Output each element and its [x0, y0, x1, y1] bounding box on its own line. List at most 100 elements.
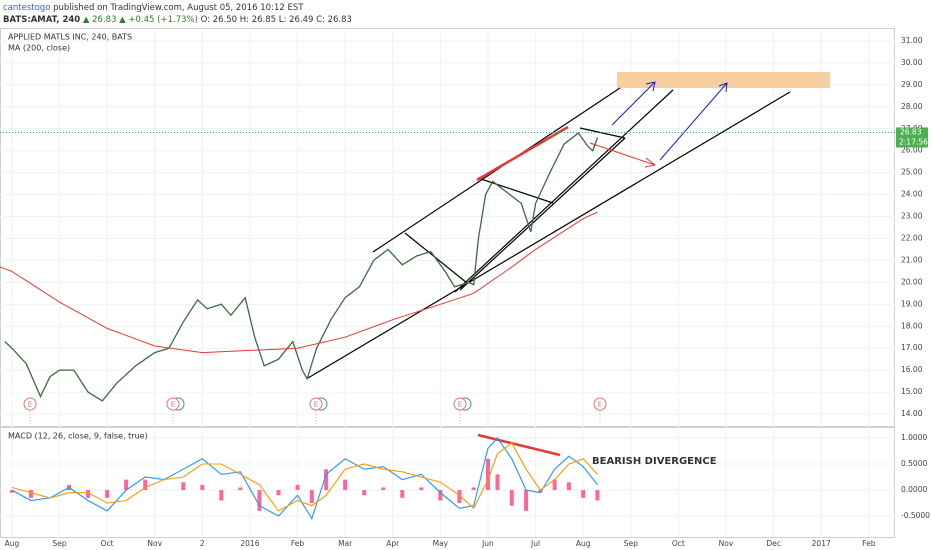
x-tick-label: 2017: [812, 539, 831, 548]
histogram-bar: [595, 490, 600, 501]
x-tick-label: Apr: [386, 539, 400, 548]
y-tick-label: 1.0000: [901, 433, 927, 442]
histogram-bar: [200, 484, 205, 491]
macd-panel-frame: [0, 427, 895, 538]
macd-title: MACD (12, 26, close, 9, false, true): [8, 432, 148, 441]
histogram-bar: [105, 490, 110, 498]
x-tick-label: Aug: [576, 539, 591, 548]
histogram-bar: [257, 490, 262, 511]
x-tick-label: Mar: [338, 539, 353, 548]
trend-line: [477, 177, 554, 204]
x-tick-label: Feb: [291, 539, 305, 548]
histogram-bar: [524, 490, 529, 511]
trend-line: [454, 89, 674, 293]
chart-title: APPLIED MATLS INC, 240, BATS: [8, 33, 132, 42]
y-tick-label: 28.00: [901, 102, 923, 111]
published: published on TradingView.com, August 05,…: [53, 3, 304, 13]
y-tick-label: 29.00: [901, 80, 923, 89]
histogram-bar: [538, 490, 543, 493]
event-marker: [309, 397, 323, 411]
countdown-box: [896, 137, 928, 148]
event-marker: [23, 397, 37, 411]
histogram-bar: [124, 479, 129, 491]
x-tick-label: May: [433, 539, 449, 548]
chart-subtitle: MA (200, close): [8, 44, 70, 53]
author: cantestogo: [3, 3, 50, 13]
x-tick-label: Aug: [5, 539, 20, 548]
histogram-bar: [471, 487, 476, 491]
target-zone: [617, 72, 830, 88]
y-tick-label: 30.00: [901, 58, 923, 67]
y-tick-label: 20.00: [901, 277, 923, 286]
series-line: [0, 211, 598, 354]
y-tick-label: 31.00: [901, 36, 923, 45]
y-tick-label: 16.00: [901, 365, 923, 374]
y-tick-label: 15.00: [901, 387, 923, 396]
trend-line: [307, 91, 791, 379]
arrows: [589, 81, 728, 168]
header-line-1: cantestogo published on TradingView.com,…: [3, 3, 304, 13]
macd-divergence-line: [477, 433, 561, 457]
header-line-2: BATS:AMAT, 240 ▲ 26.83 ▲ +0.45 (+1.73%) …: [3, 15, 352, 25]
ohlc: O: 26.50 H: 26.85 L: 26.49 C: 26.83: [201, 15, 352, 25]
histogram-bar: [400, 490, 405, 498]
histogram-bar: [309, 490, 314, 504]
x-tick-label: Nov: [147, 539, 162, 548]
macd-line: [11, 437, 598, 521]
plot: 14.0015.0016.0017.0018.0019.0020.0021.00…: [0, 33, 930, 548]
event-label: E: [314, 401, 318, 409]
y-tick-label: 14.00: [901, 409, 923, 418]
histogram-bar: [362, 490, 367, 496]
x-tick-label: Jul: [530, 539, 540, 548]
y-tick-label: 25.00: [901, 168, 923, 177]
y-tick-label: 17.00: [901, 343, 923, 352]
histogram-bar: [86, 490, 91, 498]
annotation: BEARISH DIVERGENCE: [592, 456, 717, 467]
quote: ▲ 26.83 ▲ +0.45 (+1.73%): [83, 15, 198, 25]
event-label: E: [458, 401, 462, 409]
histogram-bar: [509, 490, 514, 506]
arrow: [611, 81, 656, 126]
symbol: BATS:AMAT, 240: [3, 15, 80, 25]
arrow: [659, 82, 728, 161]
y-tick-label: 22.00: [901, 233, 923, 242]
y-tick-label: 26.00: [901, 146, 923, 155]
event-marker: [453, 397, 467, 411]
event-marker: [166, 397, 180, 411]
x-tick-label: 2: [200, 539, 205, 548]
histogram-bar: [566, 482, 571, 491]
x-tick-label: Dec: [766, 539, 781, 548]
x-tick-label: 2016: [240, 539, 259, 548]
histogram-bar: [581, 490, 586, 498]
y-tick-label: 23.00: [901, 212, 923, 221]
histogram-bar: [457, 490, 462, 504]
grid: [0, 30, 895, 537]
histogram-bar: [485, 458, 490, 491]
histogram-bar: [438, 490, 443, 501]
histogram-bar: [219, 490, 224, 501]
y-tick-label: 0.0000: [901, 485, 927, 494]
event-marker: [593, 397, 607, 411]
x-tick-label: Feb: [862, 539, 876, 548]
histogram-bar: [9, 490, 14, 493]
histogram-bar: [419, 487, 424, 491]
y-tick-label: -0.5000: [901, 511, 930, 520]
event-label: E: [598, 401, 602, 409]
arrow: [589, 142, 657, 168]
histogram-bar: [381, 487, 386, 491]
histogram-bar: [28, 490, 33, 498]
last-price-box: [896, 127, 928, 138]
histogram-bar: [143, 479, 148, 491]
trend-line: [459, 137, 626, 291]
y-tick-label: 24.00: [901, 190, 923, 199]
countdown: 2:17:56: [899, 137, 928, 146]
histogram-bar: [343, 479, 348, 491]
macd-line: [11, 442, 598, 512]
y-tick-label: 21.00: [901, 255, 923, 264]
x-tick-label: Oct: [101, 539, 114, 548]
y-tick-label: 19.00: [901, 299, 923, 308]
event-label: E: [28, 401, 32, 409]
